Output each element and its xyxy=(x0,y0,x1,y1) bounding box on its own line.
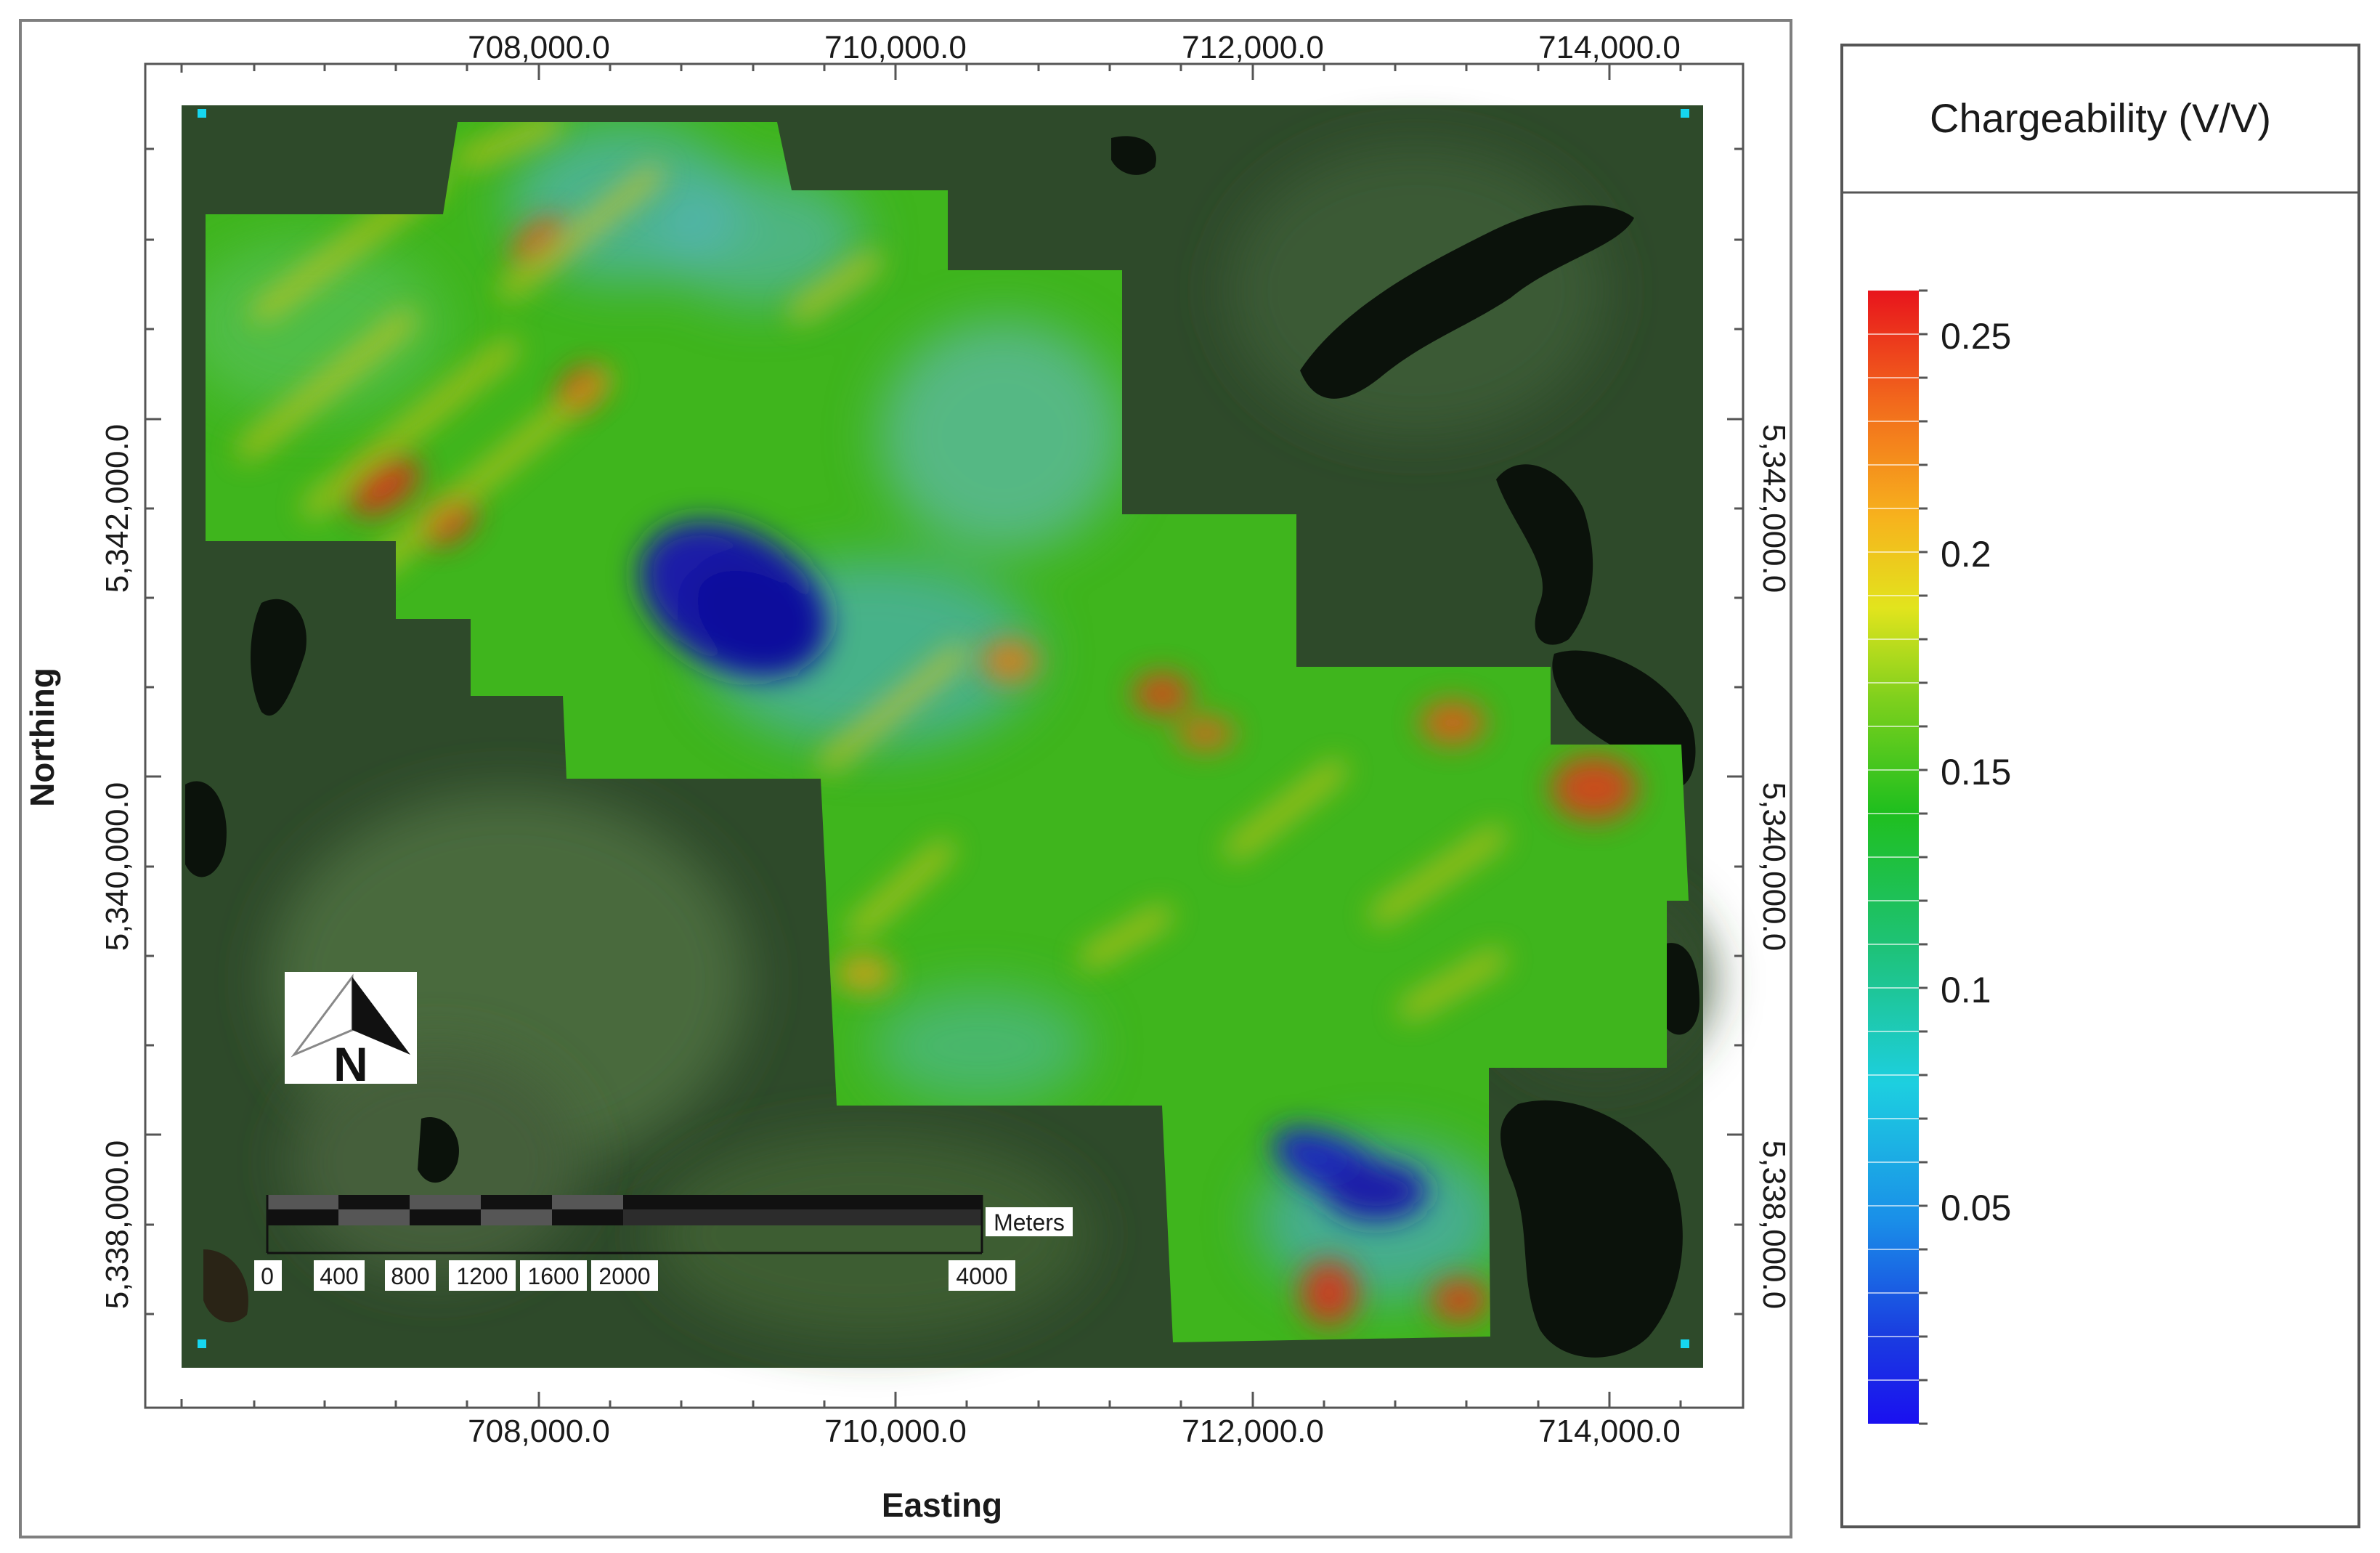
legend-tick-label: 0.05 xyxy=(1941,1188,2011,1228)
legend-tick-label: 0.2 xyxy=(1941,534,1991,575)
scale-bar: Meters 0 400 800 1200 1600 2000 4000 xyxy=(254,1195,1073,1291)
north-arrow-icon: N xyxy=(285,972,417,1091)
scale-bar-label: 0 xyxy=(261,1263,274,1289)
legend-tick-label: 0.15 xyxy=(1941,752,2011,792)
axis-frame xyxy=(144,62,1745,1409)
x-tick-label-top: 714,000.0 xyxy=(1538,30,1681,65)
x-tick-label-top: 712,000.0 xyxy=(1182,30,1324,65)
x-tick-label-top: 708,000.0 xyxy=(468,30,610,65)
x-tick-label-top: 710,000.0 xyxy=(824,30,967,65)
scale-bar-label: 2000 xyxy=(598,1263,650,1289)
legend-tick-label: 0.1 xyxy=(1941,970,1991,1010)
y-tick-label-left: 5,338,000.0 xyxy=(99,1140,135,1309)
legend-tick-label: 0.25 xyxy=(1941,316,2011,357)
scale-bar-unit: Meters xyxy=(994,1209,1065,1236)
scale-bar-label: 4000 xyxy=(956,1263,1007,1289)
y-tick-label-left: 5,342,000.0 xyxy=(99,424,135,593)
y-tick-label-right: 5,338,000.0 xyxy=(1756,1140,1792,1309)
y-axis-title: Northing xyxy=(23,668,61,807)
x-tick-label-bottom: 710,000.0 xyxy=(824,1414,967,1449)
x-tick-label-bottom: 708,000.0 xyxy=(468,1414,610,1449)
x-axis-title: Easting xyxy=(882,1486,1002,1524)
scale-bar-label: 1600 xyxy=(527,1263,579,1289)
corner-markers xyxy=(198,109,1689,1348)
north-arrow-label: N xyxy=(333,1037,368,1091)
scale-bar-label: 800 xyxy=(391,1263,429,1289)
scale-bar-label: 1200 xyxy=(456,1263,508,1289)
y-tick-label-left: 5,340,000.0 xyxy=(99,782,135,951)
legend: Chargeability (V/V) 0.25 0.2 xyxy=(1840,44,2360,1528)
legend-title: Chargeability (V/V) xyxy=(1930,95,2271,141)
scale-bar-label: 400 xyxy=(320,1263,358,1289)
axis-ticks xyxy=(145,64,1743,1408)
y-tick-label-right: 5,340,000.0 xyxy=(1756,782,1792,951)
x-tick-label-bottom: 714,000.0 xyxy=(1538,1414,1681,1449)
x-tick-label-bottom: 712,000.0 xyxy=(1182,1414,1324,1449)
y-tick-label-right: 5,342,000.0 xyxy=(1756,424,1792,593)
